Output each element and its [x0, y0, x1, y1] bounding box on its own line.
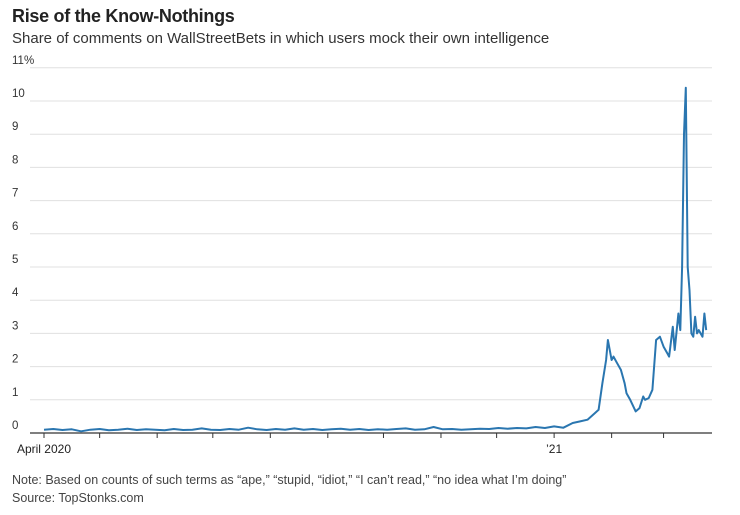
y-tick-label: 7: [12, 188, 18, 200]
line-chart: 0 1 2 3 4 5 6 7 8 9 10 11% April 2020 ’21: [12, 55, 712, 456]
y-tick-label: 3: [12, 320, 18, 332]
chart-subtitle: Share of comments on WallStreetBets in w…: [12, 30, 550, 47]
y-tick-label: 4: [12, 287, 19, 299]
y-tick-label: 0: [12, 420, 18, 432]
y-tick-label: 9: [12, 121, 18, 133]
y-tick-label: 5: [12, 254, 18, 266]
y-tick-label: 2: [12, 354, 18, 366]
chart-source: Source: TopStonks.com: [12, 491, 144, 505]
chart-title: Rise of the Know-Nothings: [12, 6, 235, 26]
y-tick-label: 8: [12, 154, 18, 166]
y-tick-label: 6: [12, 221, 18, 233]
x-tick-label: ’21: [546, 442, 562, 456]
y-tick-label: 11%: [12, 55, 34, 67]
y-tick-label: 1: [12, 387, 18, 399]
x-tick-label: April 2020: [17, 442, 71, 456]
chart-note: Note: Based on counts of such terms as “…: [12, 473, 567, 487]
data-line: [43, 86, 708, 433]
y-tick-label: 10: [12, 88, 25, 100]
